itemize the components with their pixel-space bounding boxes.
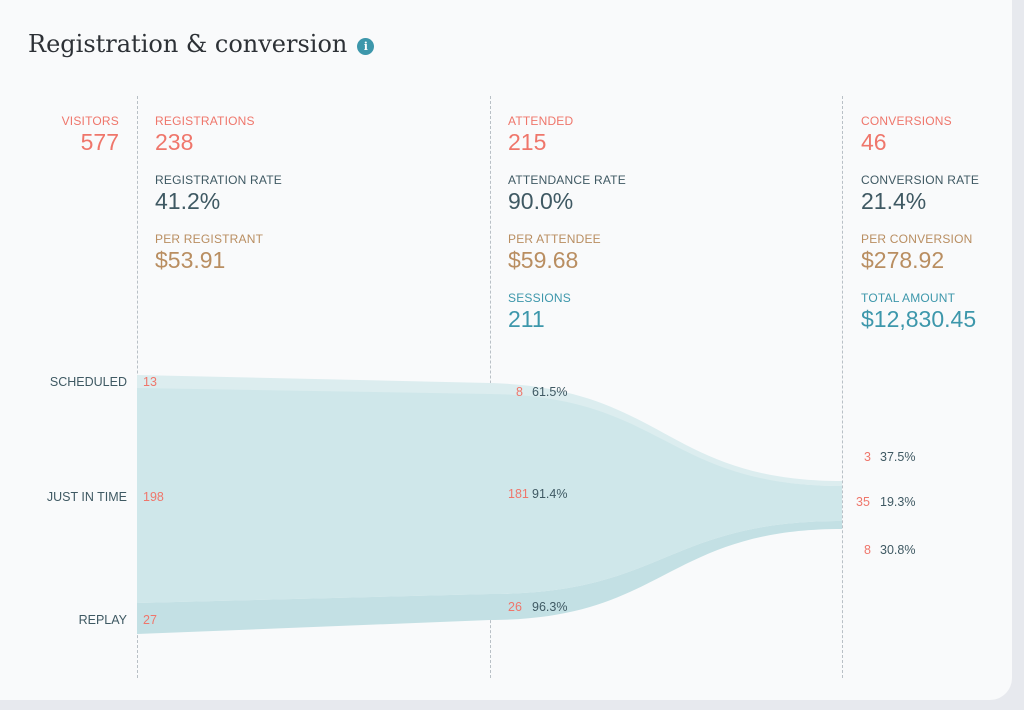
row-label-just-in-time: JUST IN TIME xyxy=(46,490,127,504)
attended-scheduled: 8 xyxy=(516,385,523,399)
registrations-scheduled: 13 xyxy=(143,375,157,389)
conversions-stat: CONVERSIONS 46 xyxy=(861,114,952,156)
attended-just-in-time: 181 xyxy=(508,487,529,501)
per-conversion-label: PER CONVERSION xyxy=(861,232,973,246)
registrations-just-in-time: 198 xyxy=(143,490,164,504)
visitors-stat: VISITORS 577 xyxy=(62,114,119,156)
conversion-pct-scheduled: 37.5% xyxy=(880,450,916,464)
attendance-rate-stat: ATTENDANCE RATE 90.0% xyxy=(508,173,626,215)
attended-value: 215 xyxy=(508,129,547,155)
conversions-scheduled: 3 xyxy=(864,450,871,464)
per-conversion-value: $278.92 xyxy=(861,247,945,273)
visitors-value: 577 xyxy=(80,129,119,155)
total-amount-label: TOTAL AMOUNT xyxy=(861,291,956,305)
sessions-stat: SESSIONS 211 xyxy=(508,291,571,333)
registrations-label: REGISTRATIONS xyxy=(155,114,255,128)
per-conversion-stat: PER CONVERSION $278.92 xyxy=(861,232,973,274)
per-registrant-value: $53.91 xyxy=(155,247,226,273)
total-amount-value: $12,830.45 xyxy=(861,306,977,332)
per-registrant-label: PER REGISTRANT xyxy=(155,232,264,246)
total-amount-stat: TOTAL AMOUNT $12,830.45 xyxy=(861,291,976,333)
conversion-pct-replay: 30.8% xyxy=(880,543,916,557)
attendance-rate-value: 90.0% xyxy=(508,188,574,214)
per-attendee-label: PER ATTENDEE xyxy=(508,232,601,246)
registration-rate-value: 41.2% xyxy=(155,188,221,214)
flow-just-in-time xyxy=(137,388,842,603)
attendance-rate-label: ATTENDANCE RATE xyxy=(508,173,626,187)
registration-rate-label: REGISTRATION RATE xyxy=(155,173,282,187)
conversion-pct-just-in-time: 19.3% xyxy=(880,495,916,509)
attended-pct-scheduled: 61.5% xyxy=(532,385,568,399)
per-registrant-stat: PER REGISTRANT $53.91 xyxy=(155,232,263,274)
per-attendee-stat: PER ATTENDEE $59.68 xyxy=(508,232,601,274)
attended-label: ATTENDED xyxy=(508,114,574,128)
attended-pct-replay: 96.3% xyxy=(532,600,568,614)
registrations-replay: 27 xyxy=(143,613,157,627)
info-icon[interactable]: i xyxy=(357,38,375,55)
conversions-value: 46 xyxy=(861,129,887,155)
row-label-scheduled: SCHEDULED xyxy=(49,375,127,389)
conversion-rate-stat: CONVERSION RATE 21.4% xyxy=(861,173,979,215)
conversions-label: CONVERSIONS xyxy=(861,114,952,128)
attended-pct-just-in-time: 91.4% xyxy=(532,487,568,501)
chart-title-text: Registration & conversion xyxy=(28,30,348,58)
sessions-label: SESSIONS xyxy=(508,291,571,305)
per-attendee-value: $59.68 xyxy=(508,247,579,273)
conversions-replay: 8 xyxy=(864,543,871,557)
row-label-replay: REPLAY xyxy=(78,613,127,627)
chart-title: Registration & conversion i xyxy=(28,30,375,58)
registration-conversion-card: Registration & conversion i VISITORS 577… xyxy=(0,0,1012,700)
flow-replay xyxy=(137,521,842,634)
conversions-just-in-time: 35 xyxy=(856,495,870,509)
attended-stat: ATTENDED 215 xyxy=(508,114,573,156)
attended-replay: 26 xyxy=(508,600,522,614)
conversion-rate-label: CONVERSION RATE xyxy=(861,173,980,187)
registration-rate-stat: REGISTRATION RATE 41.2% xyxy=(155,173,282,215)
registrations-value: 238 xyxy=(155,129,194,155)
sankey-flow xyxy=(137,375,842,634)
registrations-stat: REGISTRATIONS 238 xyxy=(155,114,255,156)
divider-conversions xyxy=(842,96,843,678)
conversion-rate-value: 21.4% xyxy=(861,188,927,214)
sessions-value: 211 xyxy=(508,306,545,332)
visitors-label: VISITORS xyxy=(61,114,119,128)
